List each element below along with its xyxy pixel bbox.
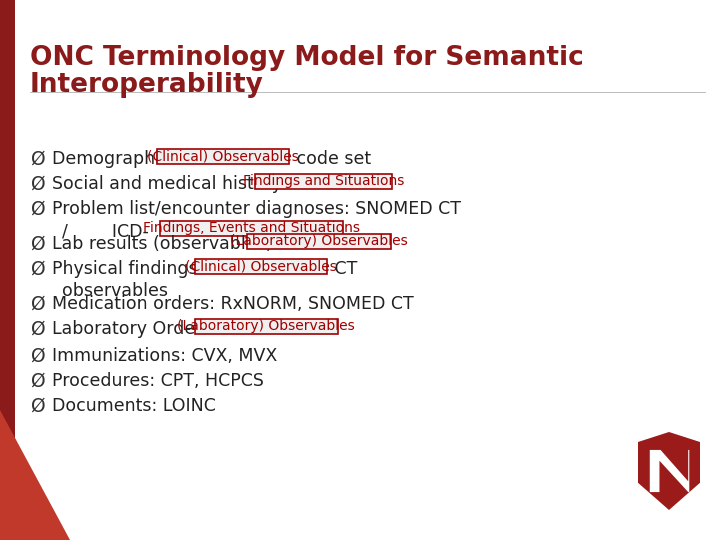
FancyBboxPatch shape <box>247 234 391 248</box>
FancyBboxPatch shape <box>194 259 327 273</box>
Text: Ø: Ø <box>30 150 45 169</box>
Polygon shape <box>0 410 70 540</box>
FancyBboxPatch shape <box>194 319 338 334</box>
Text: Ø: Ø <box>30 347 45 366</box>
Text: Findings, Events and Situations: Findings, Events and Situations <box>143 221 359 235</box>
Text: Laboratory Orders:: Laboratory Orders: <box>52 320 223 338</box>
Text: ONC Terminology Model for Semantic: ONC Terminology Model for Semantic <box>30 45 584 71</box>
Text: (Laboratory) Observables: (Laboratory) Observables <box>230 234 408 248</box>
Text: Ø: Ø <box>30 235 45 254</box>
Text: CT: CT <box>329 260 357 278</box>
Text: Problem list/encounter diagnoses: SNOMED CT: Problem list/encounter diagnoses: SNOMED… <box>52 200 461 218</box>
Text: Documents: LOINC: Documents: LOINC <box>52 397 216 415</box>
Text: observables: observables <box>62 282 168 300</box>
Text: Immunizations: CVX, MVX: Immunizations: CVX, MVX <box>52 347 277 365</box>
Text: Procedures: CPT, HCPCS: Procedures: CPT, HCPCS <box>52 372 264 390</box>
Text: Ø: Ø <box>30 260 45 279</box>
FancyBboxPatch shape <box>254 174 392 188</box>
Text: Social and medical history: Social and medical history <box>52 175 287 193</box>
Text: Ø: Ø <box>30 320 45 339</box>
Text: Ø: Ø <box>30 295 45 314</box>
Polygon shape <box>649 450 689 492</box>
Text: (Clinical) Observables: (Clinical) Observables <box>147 149 299 163</box>
FancyBboxPatch shape <box>160 221 343 235</box>
Text: Findings and Situations: Findings and Situations <box>243 174 404 188</box>
Text: Ø: Ø <box>30 372 45 391</box>
Text: Interoperability: Interoperability <box>30 72 264 98</box>
Text: Ø: Ø <box>30 397 45 416</box>
FancyBboxPatch shape <box>157 149 289 164</box>
Text: (Clinical) Observables: (Clinical) Observables <box>185 259 336 273</box>
Text: Ø: Ø <box>30 200 45 219</box>
Text: Ø: Ø <box>30 175 45 194</box>
Text: code set: code set <box>292 150 372 168</box>
Text: (Laboratory) Observables: (Laboratory) Observables <box>177 319 355 333</box>
Text: Lab results (observables): Lab results (observables) <box>52 235 278 253</box>
Polygon shape <box>638 432 700 510</box>
Text: Medication orders: RxNORM, SNOMED CT: Medication orders: RxNORM, SNOMED CT <box>52 295 414 313</box>
Text: Physical findings:: Physical findings: <box>52 260 209 278</box>
Text: Demographics:: Demographics: <box>52 150 190 168</box>
Polygon shape <box>0 0 15 540</box>
Text: /        ICD-: / ICD- <box>62 222 149 240</box>
